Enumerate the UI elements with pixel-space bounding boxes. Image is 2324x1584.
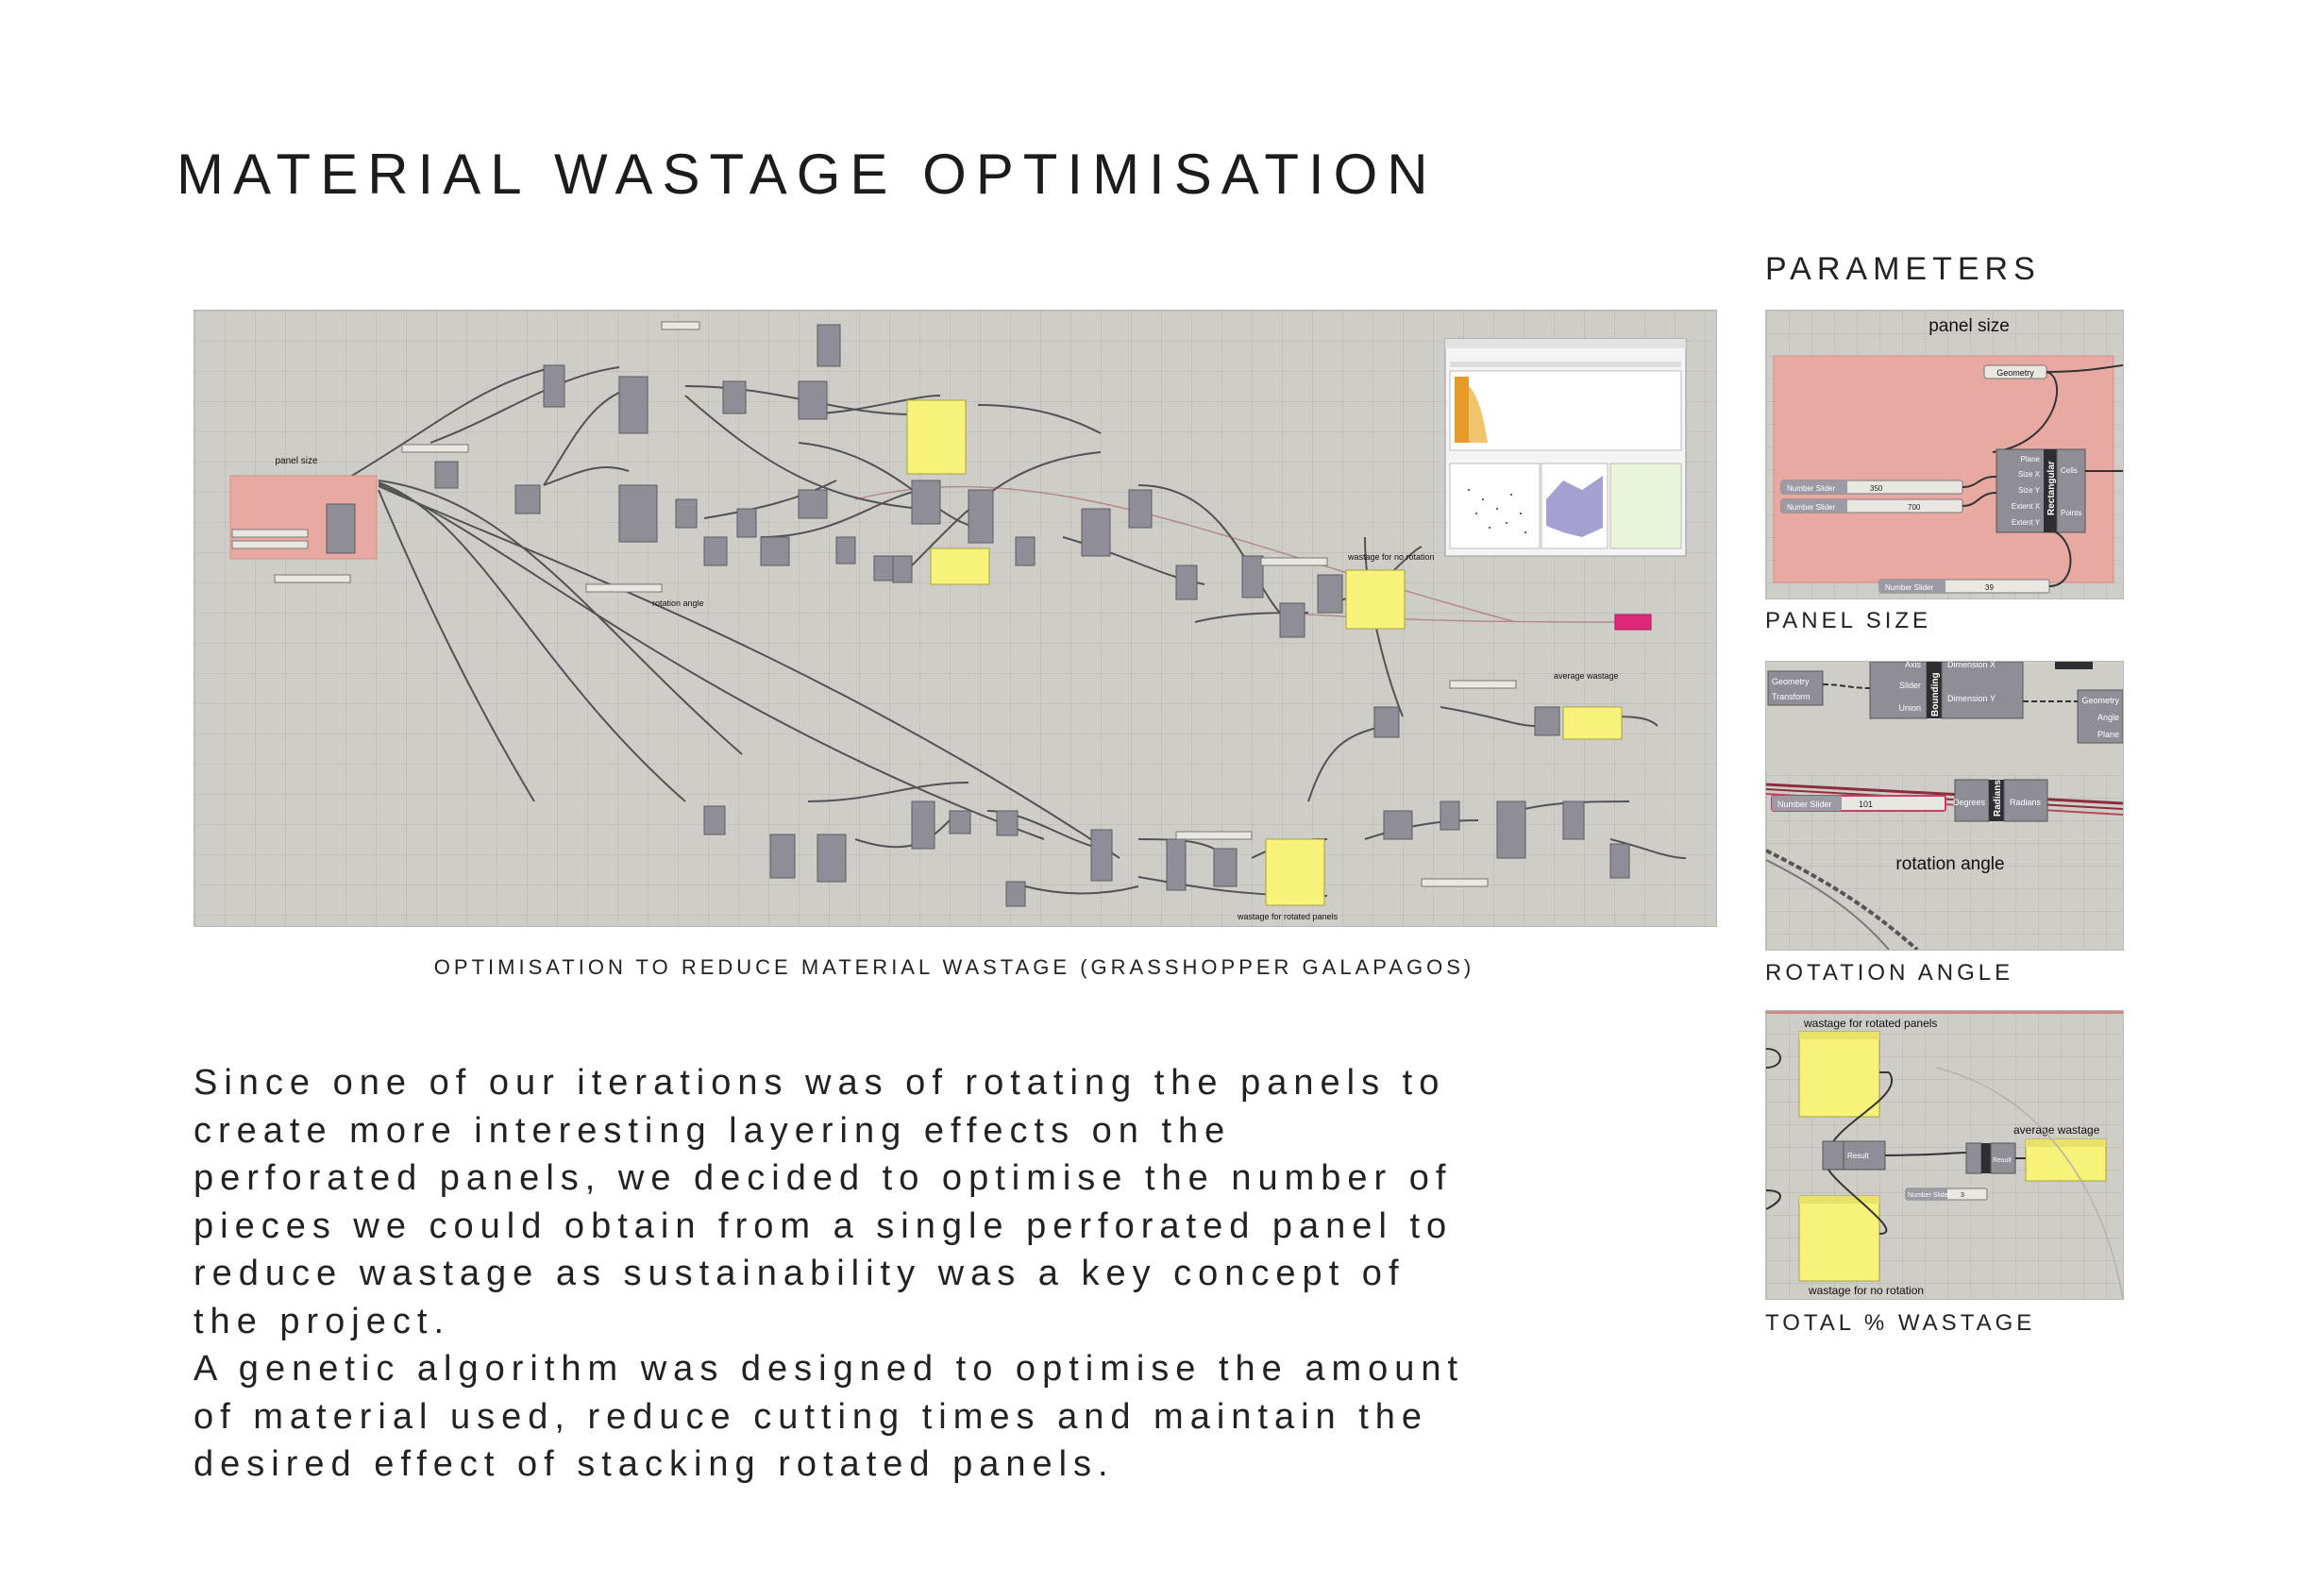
svg-text:Number Slider: Number Slider <box>1787 503 1835 512</box>
body-line: of material used, reduce cutting times a… <box>194 1396 1429 1437</box>
input-plane: Plane <box>2021 455 2041 463</box>
input-plane-right: Plane <box>2097 730 2119 739</box>
input-degrees: Degrees <box>1953 798 1986 807</box>
body-line: reduce wastage as sustainability was a k… <box>194 1254 1406 1293</box>
output-dimension-x: Dimension X <box>1947 662 1996 669</box>
label-wastage-rotated-thumb: wastage for rotated panels <box>1803 1017 1937 1030</box>
body-line: perforated panels, we decided to optimis… <box>194 1158 1453 1198</box>
parameters-heading: PARAMETERS <box>1765 251 2041 287</box>
label-wastage-no-rotation: wastage for no rotation <box>1347 552 1435 562</box>
rotation-angle-thumbnail: Geometry Transform Axis Slider Union Bou… <box>1765 661 2124 951</box>
number-slider-700[interactable]: Number Slider 700 <box>1780 498 1963 514</box>
label-panel-size: panel size <box>275 456 317 466</box>
body-paragraph: Since one of our iterations was of rotat… <box>194 1059 1609 1489</box>
svg-text:Number Slider: Number Slider <box>1908 1192 1950 1199</box>
input-extent-y: Extent Y <box>2012 518 2041 527</box>
number-slider-101[interactable]: Number Slider 101 <box>1771 795 1946 812</box>
number-slider-350[interactable]: Number Slider 350 <box>1780 480 1963 495</box>
input-transform: Transform <box>1772 692 1810 701</box>
input-union: Union <box>1898 703 1921 713</box>
body-line: create more interesting layering effects… <box>194 1110 1232 1151</box>
number-slider-39[interactable]: Number Slider 39 <box>1878 579 2050 594</box>
input-size-y: Size Y <box>2018 486 2041 495</box>
svg-text:Number Slider: Number Slider <box>1885 583 1933 592</box>
input-extent-x: Extent X <box>2012 502 2041 511</box>
body-line: Since one of our iterations was of rotat… <box>194 1063 1446 1103</box>
svg-text:700: 700 <box>1908 503 1921 512</box>
rectangular-component: Rectangular <box>2046 461 2057 515</box>
output-dimension-y: Dimension Y <box>1947 694 1996 703</box>
body-line: desired effect of stacking rotated panel… <box>194 1444 1115 1484</box>
input-size-x: Size X <box>2018 470 2041 479</box>
label-average-wastage-thumb: average wastage <box>2013 1123 2100 1137</box>
svg-text:3: 3 <box>1961 1192 1964 1199</box>
output-result-1: Result <box>1847 1152 1869 1160</box>
svg-text:39: 39 <box>1985 583 1994 592</box>
grasshopper-definition-graphic: panel size <box>229 321 1687 921</box>
panel-size-thumbnail: panel size Geometry Rectangular Plane Si… <box>1765 310 2124 599</box>
thumb-title-panel-size: panel size <box>1928 316 2010 336</box>
body-line: A genetic algorithm was designed to opti… <box>194 1349 1465 1389</box>
thumb-title-rotation-angle: rotation angle <box>1895 854 2004 874</box>
svg-text:101: 101 <box>1859 800 1873 809</box>
page-title: MATERIAL WASTAGE OPTIMISATION <box>177 143 1438 206</box>
label-wastage-no-rotation-thumb: wastage for no rotation <box>1808 1284 1924 1297</box>
input-geometry: Geometry <box>1772 677 1810 686</box>
bounding-component: Bounding <box>1930 672 1941 716</box>
label-wastage-rotated: wastage for rotated panels <box>1237 912 1339 921</box>
caption-panel-size: PANEL SIZE <box>1765 608 1932 633</box>
body-line: pieces we could obtain from a single per… <box>194 1205 1454 1246</box>
output-result-2: Result <box>1993 1157 2012 1164</box>
geometry-param: Geometry <box>1996 368 2034 378</box>
output-points: Points <box>2061 509 2081 517</box>
label-average-wastage: average wastage <box>1554 671 1619 681</box>
number-slider-3[interactable]: Number Slider 3 <box>1905 1188 1988 1201</box>
input-geometry-right: Geometry <box>2081 696 2119 705</box>
grasshopper-canvas-screenshot: panel size <box>194 310 1717 927</box>
output-cells: Cells <box>2061 466 2078 475</box>
input-angle: Angle <box>2097 713 2119 722</box>
total-wastage-thumbnail: wastage for rotated panels Result Result… <box>1765 1010 2124 1300</box>
main-figure-caption: OPTIMISATION TO REDUCE MATERIAL WASTAGE … <box>433 955 1475 979</box>
caption-rotation-angle: ROTATION ANGLE <box>1765 960 2014 986</box>
svg-text:Number Slider: Number Slider <box>1787 484 1835 493</box>
galapagos-window <box>1444 338 1687 557</box>
input-slider: Slider <box>1899 681 1921 690</box>
svg-text:350: 350 <box>1870 484 1883 493</box>
radians-component: Radians <box>1993 780 2003 817</box>
svg-text:Number Slider: Number Slider <box>1777 800 1832 809</box>
input-axis: Axis <box>1905 662 1922 669</box>
output-radians: Radians <box>2010 798 2042 807</box>
wire-group <box>340 366 1687 897</box>
caption-total-wastage: TOTAL % WASTAGE <box>1765 1310 2036 1336</box>
body-line: the project. <box>194 1301 450 1341</box>
label-rotation-angle: rotation angle <box>652 598 704 608</box>
